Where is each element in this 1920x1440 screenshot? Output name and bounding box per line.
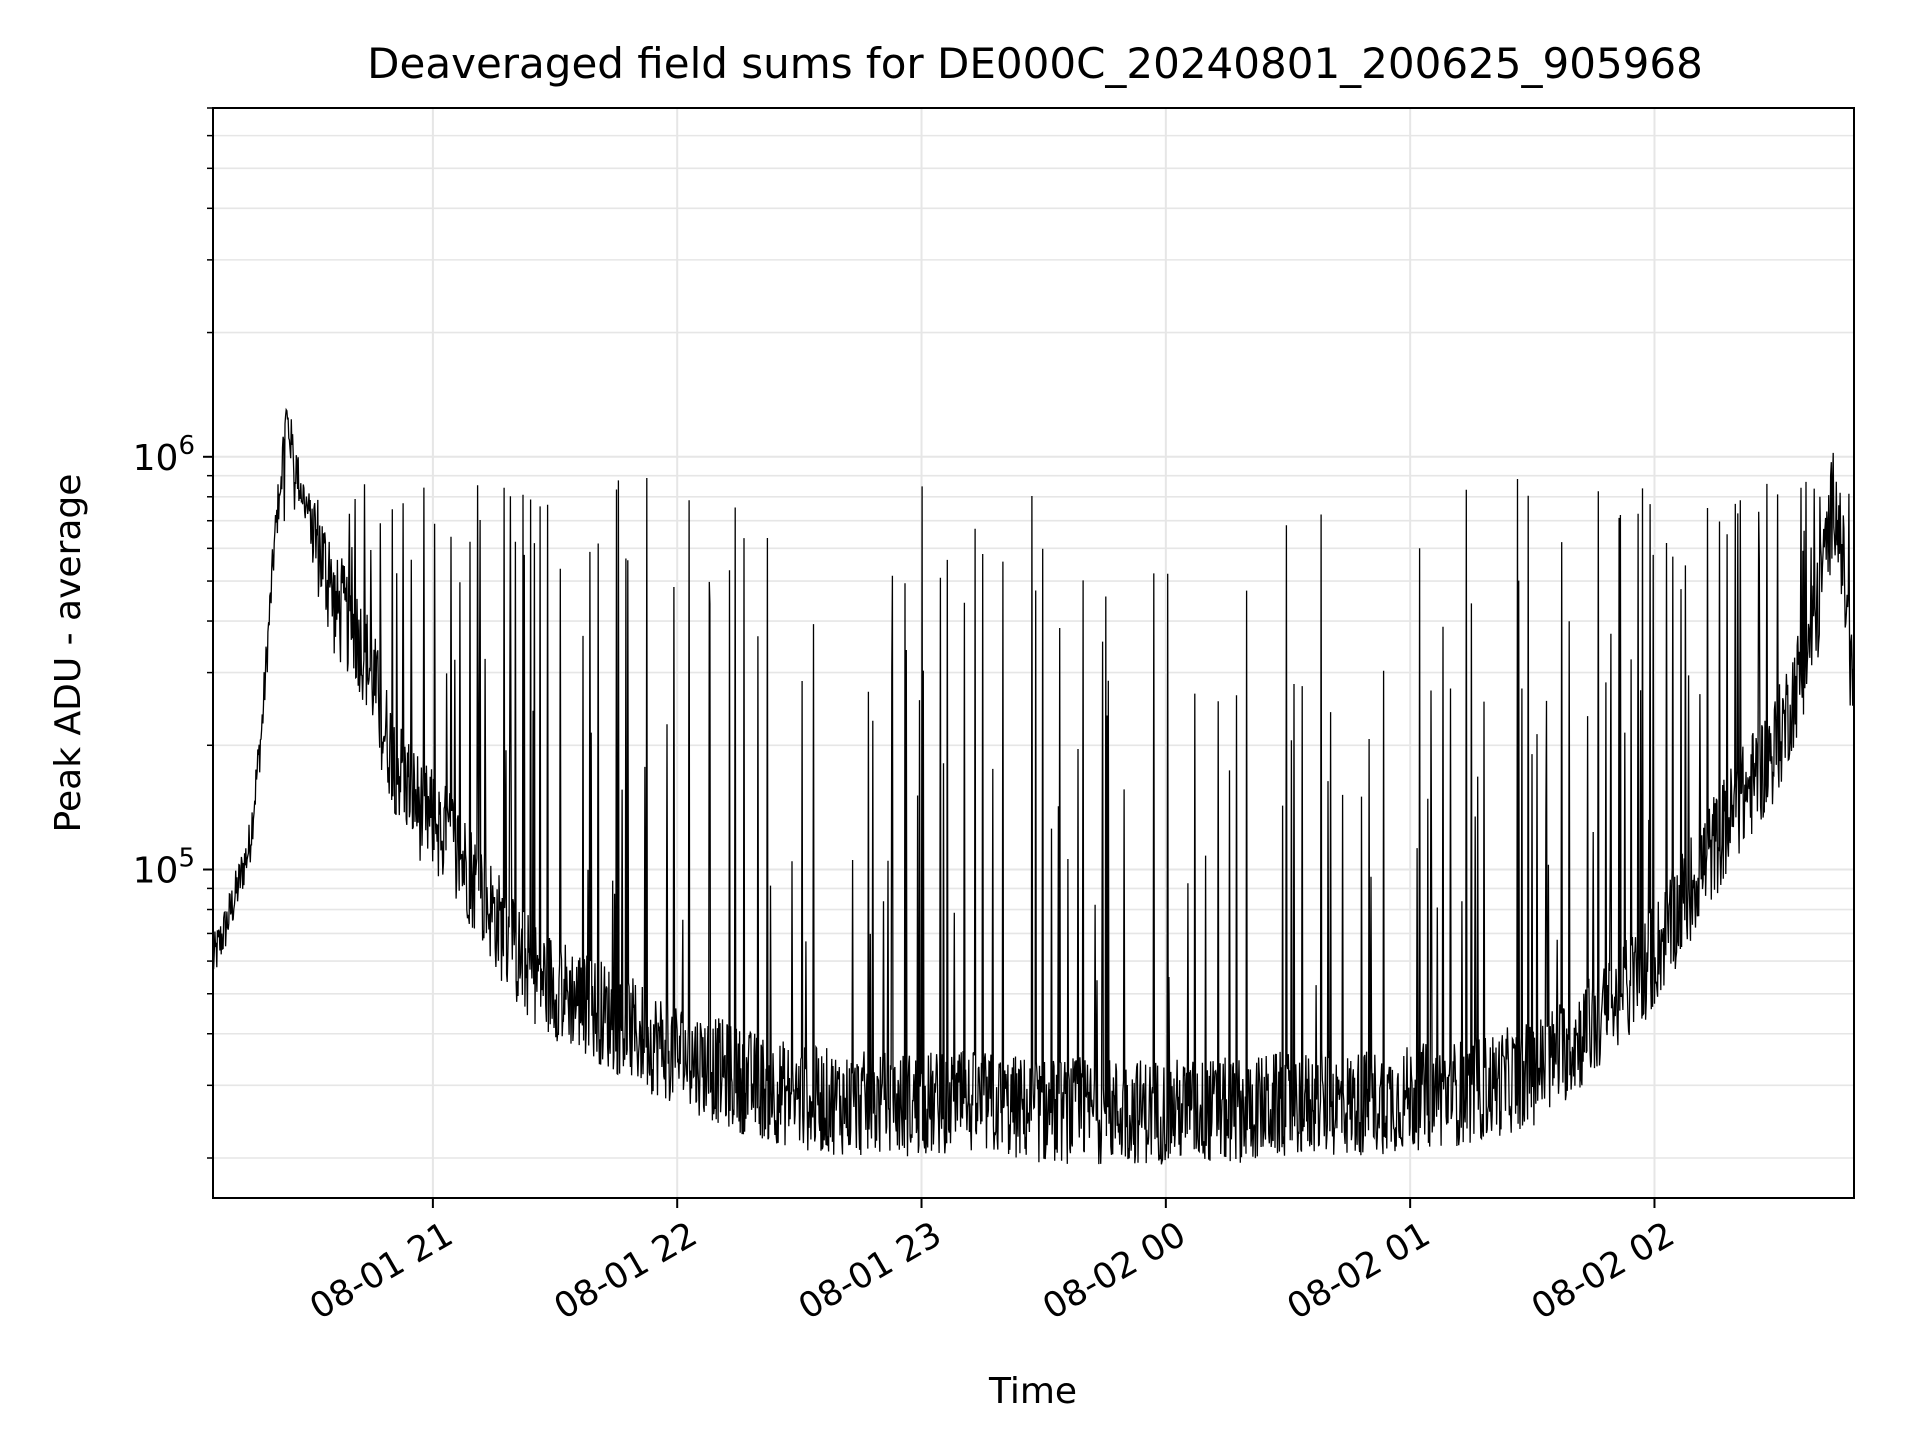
- y-tick-label: 105: [133, 844, 195, 892]
- series-line: [213, 407, 1854, 1165]
- axes-frame: [212, 107, 1855, 1199]
- x-axis-label: Time: [988, 1371, 1077, 1412]
- y-axis: 105 106: [133, 107, 213, 1159]
- gridlines: [213, 107, 1854, 1198]
- y-tick-label: 106: [133, 431, 195, 479]
- plot-area: [213, 407, 1854, 1165]
- chart-title: Deaveraged field sums for DE000C_2024080…: [367, 39, 1703, 88]
- y-axis-label: Peak ADU - average: [48, 474, 89, 833]
